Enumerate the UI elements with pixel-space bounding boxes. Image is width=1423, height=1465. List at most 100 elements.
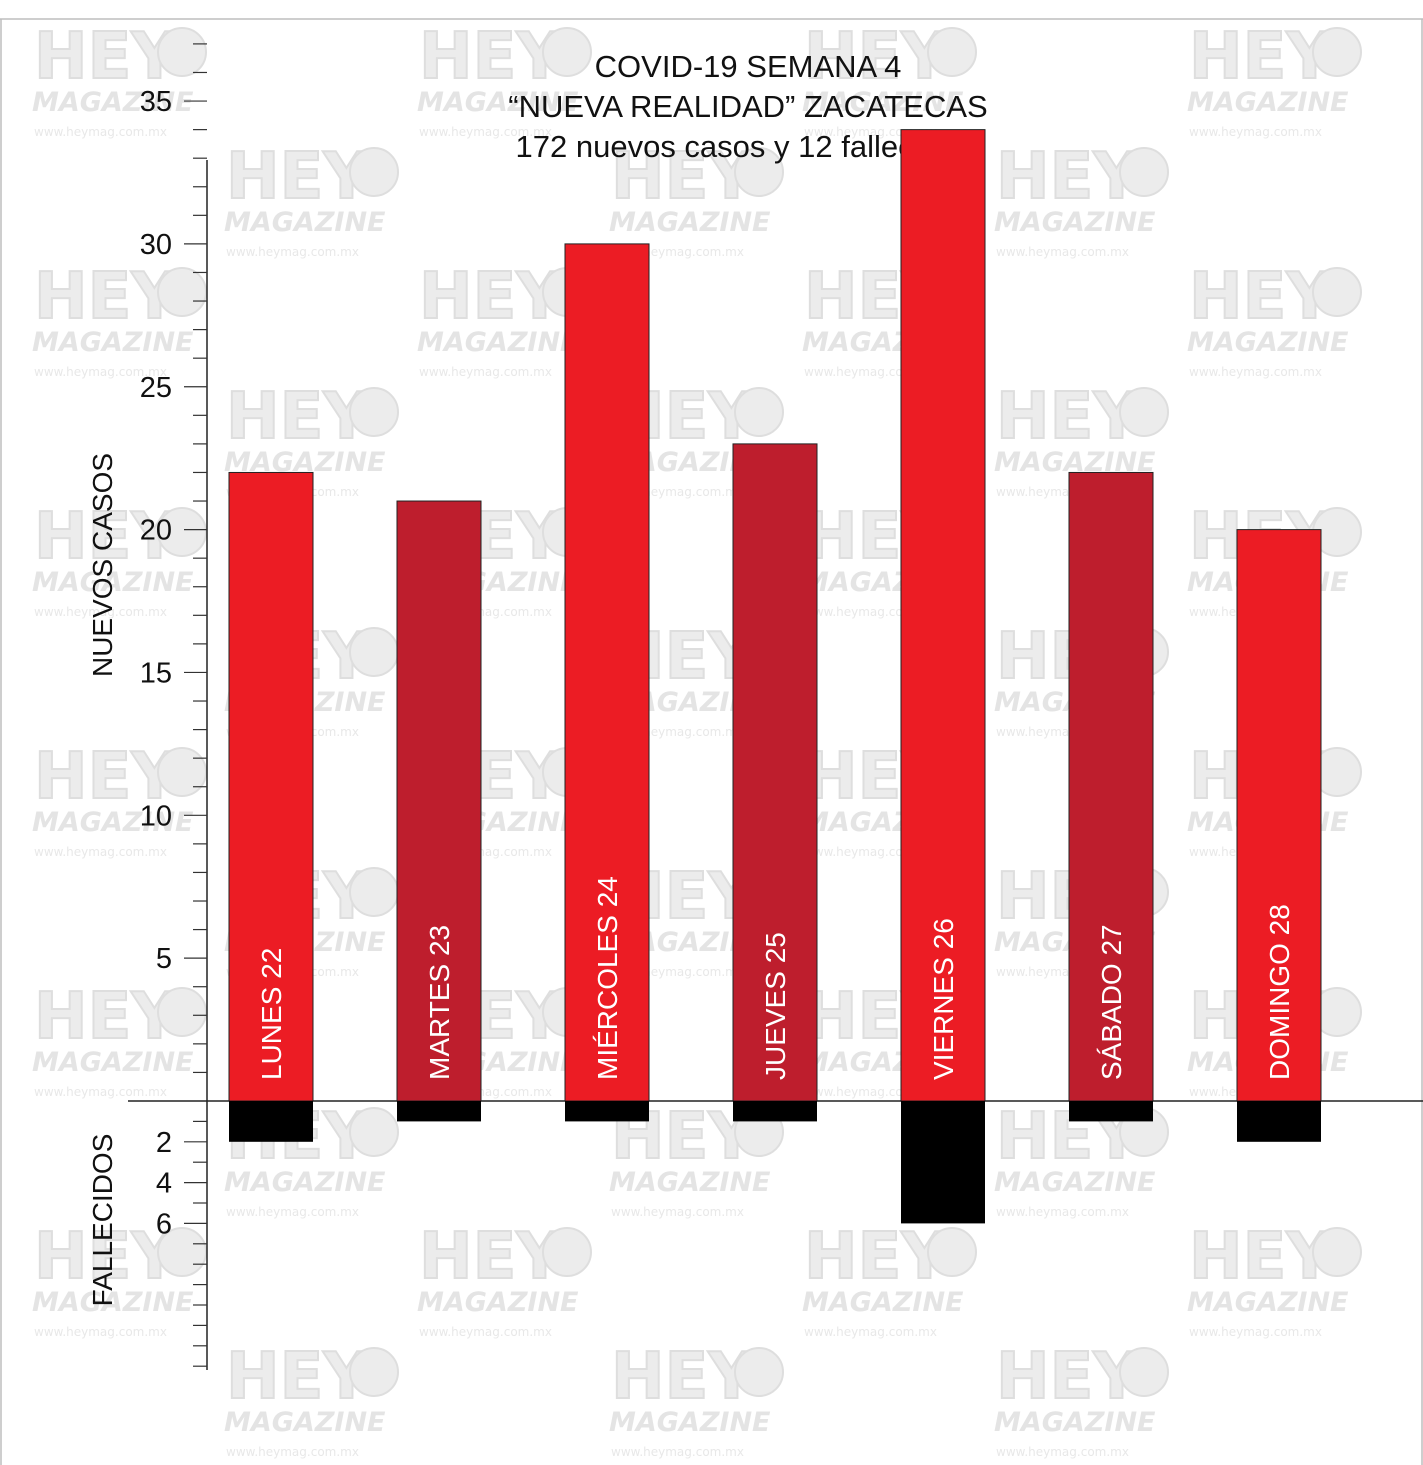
watermark-brand-text: HEY: [226, 140, 370, 214]
watermark-magazine-text: MAGAZINE: [994, 1407, 1156, 1438]
watermark-brand-text: HEY: [611, 1340, 755, 1414]
watermark-url-text: www.heymag.com.mx: [226, 245, 359, 259]
watermark-magazine-text: MAGAZINE: [32, 327, 194, 358]
watermark-bubble-icon: [349, 627, 399, 677]
watermark-bubble-icon: [349, 147, 399, 197]
watermark-brand-text: HEY: [34, 980, 178, 1054]
watermark-magazine-text: MAGAZINE: [1187, 327, 1349, 358]
watermark-bubble-icon: [1119, 147, 1169, 197]
watermark-url-text: www.heymag.com.mx: [34, 1085, 167, 1099]
chart-subtitle: 172 nuevos casos y 12 fallecidos: [516, 129, 971, 164]
cases-bar: [396, 500, 482, 1102]
watermark-bubble-icon: [734, 147, 784, 197]
watermark-bubble-icon: [1119, 387, 1169, 437]
y-lower-tick-label: 6: [156, 1208, 172, 1240]
y-upper-tick-label: 30: [140, 229, 172, 261]
y-lower-tick-label: 2: [156, 1127, 172, 1159]
watermark-url-text: www.heymag.com.mx: [804, 1325, 937, 1339]
y-upper-tick-label: 35: [140, 86, 172, 118]
bar-category-label: JUEVES 25: [760, 932, 791, 1080]
watermark-url-text: www.heymag.com.mx: [611, 1205, 744, 1219]
watermark-magazine-text: MAGAZINE: [609, 1407, 771, 1438]
watermark-magazine-text: MAGAZINE: [1187, 1287, 1349, 1318]
watermark-brand-text: HEY: [1189, 1220, 1333, 1294]
bar-category-label: DOMINGO 28: [1264, 904, 1295, 1080]
deaths-bar: [397, 1101, 481, 1122]
watermark-bubble-icon: [1312, 1227, 1362, 1277]
watermark-bubble-icon: [349, 1107, 399, 1157]
watermark-magazine-text: MAGAZINE: [994, 207, 1156, 238]
watermark-url-text: www.heymag.com.mx: [996, 1205, 1129, 1219]
watermark-url-text: www.heymag.com.mx: [419, 1325, 552, 1339]
deaths-bar: [1237, 1101, 1321, 1142]
watermark-brand-text: HEY: [34, 740, 178, 814]
y-upper-tick-label: 15: [140, 657, 172, 689]
watermark-magazine-text: MAGAZINE: [609, 207, 771, 238]
bar-category-label: LUNES 22: [256, 948, 287, 1080]
watermark-url-text: www.heymag.com.mx: [996, 245, 1129, 259]
watermark-magazine-text: MAGAZINE: [802, 87, 964, 118]
chart-layer: COVID-19 SEMANA 4 “NUEVA REALIDAD” ZACAT…: [87, 43, 1423, 1370]
watermark-brand-text: HEY: [419, 260, 563, 334]
watermark-bubble-icon: [542, 1227, 592, 1277]
watermark-bubble-icon: [927, 1227, 977, 1277]
watermark-bubble-icon: [349, 867, 399, 917]
watermark-magazine-text: MAGAZINE: [32, 567, 194, 598]
watermark-brand-text: HEY: [419, 20, 563, 94]
watermark-url-text: www.heymag.com.mx: [34, 605, 167, 619]
deaths-bar: [733, 1101, 817, 1122]
watermark-magazine-text: MAGAZINE: [32, 87, 194, 118]
watermark-magazine-text: MAGAZINE: [32, 1287, 194, 1318]
watermark-magazine-text: MAGAZINE: [1187, 87, 1349, 118]
watermark-brand-text: HEY: [611, 140, 755, 214]
watermark-magazine-text: MAGAZINE: [32, 807, 194, 838]
watermark-brand-text: HEY: [1189, 20, 1333, 94]
watermark-brand-text: HEY: [1189, 260, 1333, 334]
y-upper-tick-label: 20: [140, 515, 172, 547]
y-axis-title-upper: NUEVOS CASOS: [87, 453, 118, 677]
watermark-brand-text: HEY: [996, 1340, 1140, 1414]
chart-title-line-1: COVID-19 SEMANA 4: [595, 49, 902, 84]
watermark-url-text: www.heymag.com.mx: [419, 365, 552, 379]
watermark-bubble-icon: [734, 1347, 784, 1397]
watermark-bubble-icon: [349, 387, 399, 437]
y-upper-tick-label: 25: [140, 372, 172, 404]
watermark-url-text: www.heymag.com.mx: [1189, 125, 1322, 139]
watermark-url-text: www.heymag.com.mx: [419, 125, 552, 139]
watermark-bubble-icon: [1312, 267, 1362, 317]
watermark-brand-text: HEY: [34, 500, 178, 574]
y-lower-tick-label: 4: [156, 1168, 172, 1200]
watermark-url-text: www.heymag.com.mx: [34, 1325, 167, 1339]
deaths-bar: [901, 1101, 985, 1224]
watermark-brand-text: HEY: [996, 380, 1140, 454]
watermark-bubble-icon: [157, 267, 207, 317]
watermark-bubble-icon: [157, 27, 207, 77]
watermark-magazine-text: MAGAZINE: [224, 1167, 386, 1198]
watermark-url-text: www.heymag.com.mx: [1189, 1325, 1322, 1339]
watermark-url-text: www.heymag.com.mx: [226, 1445, 359, 1459]
bar-category-label: MARTES 23: [424, 925, 455, 1080]
y-axis-title-lower: FALLECIDOS: [87, 1134, 118, 1307]
watermark-brand-text: HEY: [226, 1340, 370, 1414]
watermark-magazine-text: MAGAZINE: [417, 1287, 579, 1318]
watermark-brand-text: HEY: [996, 140, 1140, 214]
cases-bar: [228, 471, 314, 1102]
watermark-brand-text: HEY: [34, 260, 178, 334]
bar-category-label: VIERNES 26: [928, 918, 959, 1080]
cases-bar: [564, 243, 650, 1102]
watermark-bubble-icon: [349, 1347, 399, 1397]
watermark-bubble-icon: [734, 387, 784, 437]
watermark-bubble-icon: [157, 507, 207, 557]
